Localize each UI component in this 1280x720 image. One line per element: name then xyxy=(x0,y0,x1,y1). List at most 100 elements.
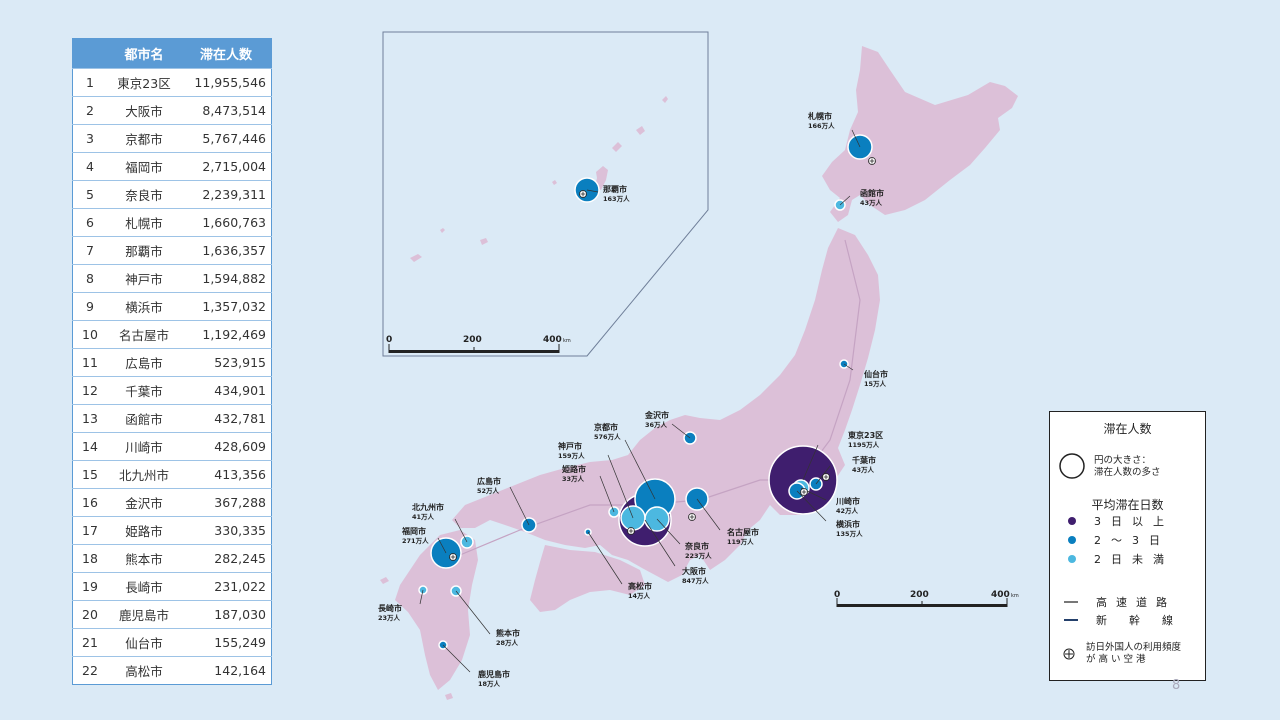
airport-icon xyxy=(822,473,830,481)
airport-icon xyxy=(449,553,457,561)
count-cell: 2,715,004 xyxy=(181,152,272,181)
scale-inset-0: 0 xyxy=(386,335,392,345)
count-cell: 434,901 xyxy=(181,376,272,405)
scale-main-unit: km xyxy=(1011,593,1019,599)
table-row: 16 金沢市 367,288 xyxy=(72,488,272,517)
legend-size-row: 円の大きさ： 滞在人数の多さ xyxy=(1058,452,1161,482)
table-row: 7 那覇市 1,636,357 xyxy=(72,236,272,265)
rank-cell: 22 xyxy=(72,656,107,685)
legend-size-note-2: 滞在人数の多さ xyxy=(1094,467,1161,478)
city-cell: 姫路市 xyxy=(107,516,181,545)
scale-inset-unit: km xyxy=(563,338,571,344)
table-row: 22 高松市 142,164 xyxy=(72,656,272,685)
rank-cell: 20 xyxy=(72,600,107,629)
city-count-label: 23万人 xyxy=(378,613,401,622)
city-name-label: 奈良市 xyxy=(684,541,709,551)
rank-cell: 18 xyxy=(72,544,107,573)
city-leader-line xyxy=(455,590,491,635)
kyushu-shape xyxy=(395,530,478,690)
city-cell: 那覇市 xyxy=(107,236,181,265)
scale-bar-main: 0 200 400 km xyxy=(834,590,1019,607)
city-leader-line xyxy=(843,363,854,371)
legend-dot-blue xyxy=(1068,536,1076,544)
city-leader-line xyxy=(599,475,615,513)
city-marker xyxy=(608,506,620,518)
airport-icon xyxy=(868,157,876,165)
count-cell: 142,164 xyxy=(181,656,272,685)
okinawa-islands xyxy=(410,96,668,262)
city-name-label: 千葉市 xyxy=(852,455,876,465)
rank-cell: 19 xyxy=(72,572,107,601)
city-name-label: 鹿児島市 xyxy=(478,669,510,679)
city-count-label: 159万人 xyxy=(558,451,585,460)
count-cell: 432,781 xyxy=(181,404,272,433)
count-cell: 523,915 xyxy=(181,348,272,377)
city-count-label: 576万人 xyxy=(594,432,621,441)
table-row: 20 鹿児島市 187,030 xyxy=(72,600,272,629)
city-name-label: 函館市 xyxy=(860,188,884,198)
city-name-label: 熊本市 xyxy=(496,628,520,638)
table-row: 21 仙台市 155,249 xyxy=(72,628,272,657)
legend-shinkansen-label: 新幹線 xyxy=(1096,614,1195,627)
city-cell: 横浜市 xyxy=(107,292,181,321)
city-name-label: 大阪市 xyxy=(682,566,706,576)
city-name-label: 札幌市 xyxy=(807,111,832,121)
rank-cell: 13 xyxy=(72,404,107,433)
legend-size-note-1: 円の大きさ： xyxy=(1094,455,1152,466)
count-cell: 231,022 xyxy=(181,572,272,601)
city-name-label: 姫路市 xyxy=(562,464,586,474)
city-name-label: 高松市 xyxy=(628,581,652,591)
airports xyxy=(449,157,876,561)
city-name-label: 神戸市 xyxy=(558,441,582,451)
city-labels: 東京23区1195万人千葉市43万人川崎市42万人横浜市135万人札幌市166万… xyxy=(378,111,888,688)
table-row: 5 奈良市 2,239,311 xyxy=(72,180,272,209)
count-cell: 1,636,357 xyxy=(181,236,272,265)
city-cell: 神戸市 xyxy=(107,264,181,293)
legend-cat-2: 2～3日 xyxy=(1066,532,1170,548)
count-cell: 367,288 xyxy=(181,488,272,517)
city-count-label: 223万人 xyxy=(685,551,712,560)
city-cell: 長崎市 xyxy=(107,572,181,601)
city-cell: 金沢市 xyxy=(107,488,181,517)
legend-cat-1: 3日以上 xyxy=(1066,513,1174,529)
count-cell: 1,357,032 xyxy=(181,292,272,321)
rank-cell: 2 xyxy=(72,96,107,125)
table-row: 19 長崎市 231,022 xyxy=(72,572,272,601)
legend-shinkansen: 新幹線 xyxy=(1062,612,1195,628)
city-leader-line xyxy=(644,519,676,567)
legend-shinkansen-line xyxy=(1064,619,1078,621)
city-count-label: 43万人 xyxy=(852,465,875,474)
city-name-label: 仙台市 xyxy=(864,369,888,379)
city-count-label: 18万人 xyxy=(478,679,501,688)
city-leader-line xyxy=(802,444,819,481)
city-cell: 熊本市 xyxy=(107,544,181,573)
rank-cell: 11 xyxy=(72,348,107,377)
city-leader-line xyxy=(851,129,861,148)
city-leader-line xyxy=(671,423,691,439)
airport-icon xyxy=(688,513,696,521)
city-name-label: 横浜市 xyxy=(836,519,860,529)
rank-cell: 14 xyxy=(72,432,107,461)
legend-size-circle xyxy=(1059,453,1085,479)
table-row: 15 北九州市 413,356 xyxy=(72,460,272,489)
rank-cell: 17 xyxy=(72,516,107,545)
table-row: 9 横浜市 1,357,032 xyxy=(72,292,272,321)
count-cell: 413,356 xyxy=(181,460,272,489)
city-cell: 東京23区 xyxy=(107,68,181,97)
rank-cell: 21 xyxy=(72,628,107,657)
city-name-label: 名古屋市 xyxy=(727,527,759,537)
count-cell: 5,767,446 xyxy=(181,124,272,153)
city-leader-line xyxy=(437,537,447,554)
table-row: 2 大阪市 8,473,514 xyxy=(72,96,272,125)
city-name-label: 京都市 xyxy=(594,422,618,432)
scale-main-200: 200 xyxy=(910,590,929,600)
city-leader-line xyxy=(656,518,681,545)
scale-main-400: 400 xyxy=(991,590,1010,600)
transport-lines xyxy=(459,239,861,556)
table-row: 11 広島市 523,915 xyxy=(72,348,272,377)
city-leader-line xyxy=(454,518,468,543)
city-leader-line xyxy=(796,490,827,522)
city-count-label: 135万人 xyxy=(836,529,863,538)
rank-cell: 6 xyxy=(72,208,107,237)
